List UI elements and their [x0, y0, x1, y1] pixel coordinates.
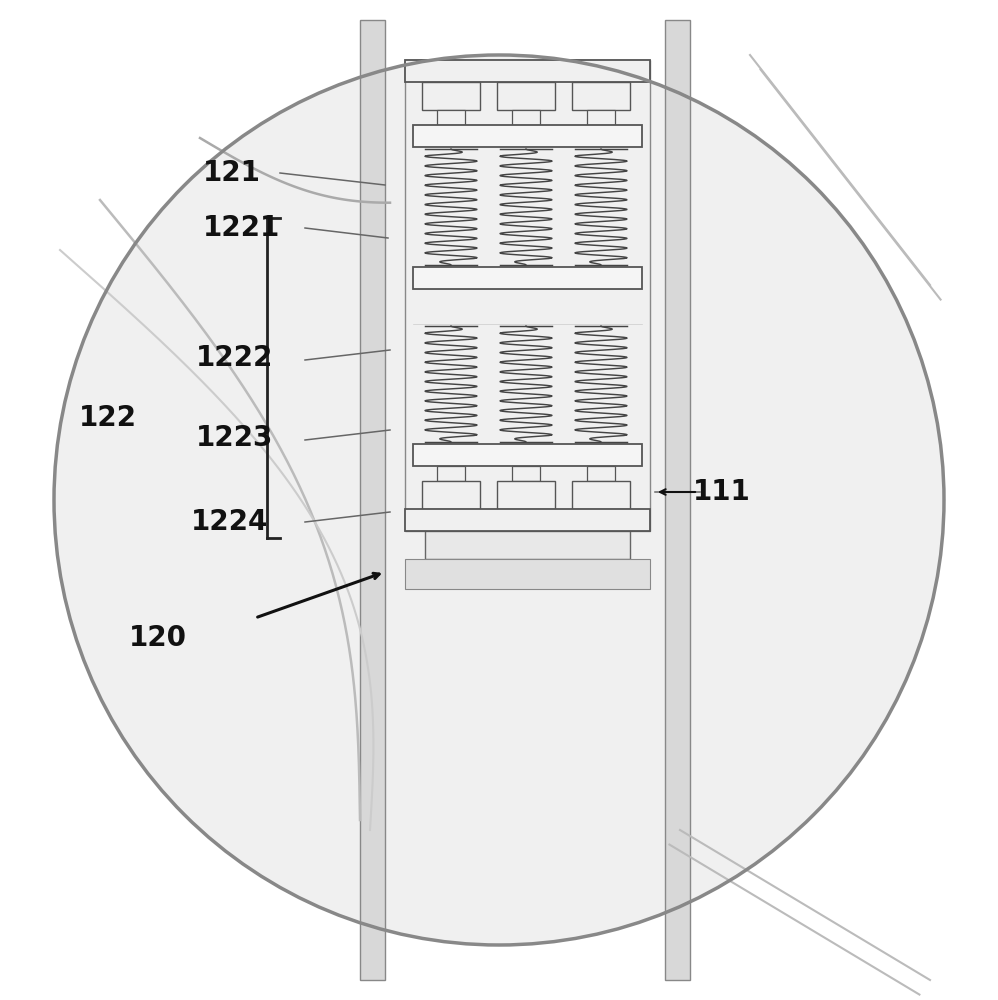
- Text: 1222: 1222: [197, 344, 273, 372]
- Bar: [497, 481, 555, 509]
- Bar: [497, 82, 555, 110]
- Bar: [405, 60, 650, 531]
- Text: 121: 121: [203, 159, 260, 187]
- Bar: [512, 110, 540, 125]
- Bar: [422, 82, 480, 110]
- Bar: [360, 20, 385, 980]
- Text: 1221: 1221: [204, 214, 280, 242]
- Text: 1224: 1224: [192, 508, 268, 536]
- Circle shape: [54, 55, 944, 945]
- Text: 122: 122: [79, 404, 137, 432]
- Text: 111: 111: [694, 478, 750, 506]
- Bar: [587, 110, 615, 125]
- Text: 1223: 1223: [197, 424, 273, 452]
- Bar: [405, 509, 650, 531]
- Bar: [437, 466, 465, 481]
- Bar: [572, 82, 630, 110]
- Bar: [413, 125, 642, 147]
- Text: 120: 120: [129, 624, 187, 652]
- Bar: [572, 481, 630, 509]
- Bar: [413, 267, 642, 289]
- Bar: [405, 559, 650, 589]
- Bar: [413, 444, 642, 466]
- Bar: [665, 20, 690, 980]
- Bar: [512, 466, 540, 481]
- Bar: [587, 466, 615, 481]
- Bar: [425, 531, 630, 559]
- Bar: [437, 110, 465, 125]
- Bar: [422, 481, 480, 509]
- Bar: [405, 60, 650, 82]
